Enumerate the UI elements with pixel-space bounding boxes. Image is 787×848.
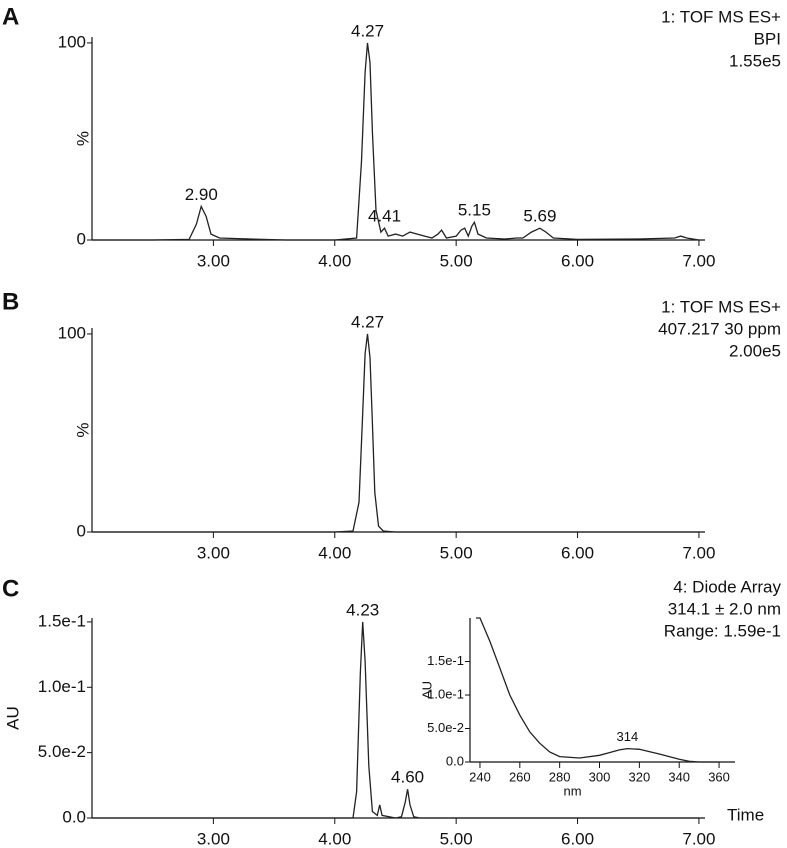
x-axis-label: nm	[563, 783, 581, 798]
peak-label: 2.90	[185, 185, 218, 204]
peak-label: 5.69	[523, 207, 556, 226]
x-tick-label: 7.00	[682, 251, 715, 270]
y-tick-label: 0	[77, 521, 86, 540]
x-tick-label: 300	[589, 769, 611, 784]
y-tick-label: 5.0e-2	[427, 720, 464, 735]
x-tick-label: 5.00	[440, 543, 473, 562]
x-tick-label: 240	[469, 769, 491, 784]
header-line: 407.217 30 ppm	[658, 319, 781, 338]
y-tick-label: 1.0e-1	[427, 686, 464, 701]
x-tick-label: 3.00	[197, 829, 230, 848]
trace	[92, 42, 700, 241]
y-tick-label: 0.0	[446, 753, 464, 768]
header-line: BPI	[754, 29, 781, 48]
peak-label: 4.41	[368, 207, 401, 226]
y-axis-label: AU	[3, 706, 22, 730]
x-tick-label: 6.00	[561, 543, 594, 562]
peak-label: 4.60	[391, 768, 424, 787]
x-axis-label: Time	[727, 805, 764, 824]
header-line: 1: TOF MS ES+	[661, 297, 781, 316]
x-tick-label: 6.00	[561, 829, 594, 848]
peak-label: 4.27	[351, 312, 384, 331]
trace	[476, 617, 720, 763]
panel-letter: A	[2, 3, 19, 30]
x-tick-label: 4.00	[318, 829, 351, 848]
y-tick-label: 0	[77, 229, 86, 248]
trace	[92, 621, 699, 819]
x-tick-label: 4.00	[318, 251, 351, 270]
x-tick-label: 7.00	[682, 543, 715, 562]
x-tick-label: 7.00	[682, 829, 715, 848]
x-tick-label: 5.00	[440, 829, 473, 848]
header-line: Range: 1.59e-1	[664, 621, 781, 640]
header-line: 314.1 ± 2.0 nm	[668, 599, 781, 618]
y-tick-label: 5.0e-2	[38, 742, 86, 761]
x-tick-label: 3.00	[197, 543, 230, 562]
y-tick-label: 100	[58, 323, 86, 342]
peak-label: 4.27	[351, 21, 384, 40]
x-tick-label: 3.00	[197, 251, 230, 270]
header-line: 1: TOF MS ES+	[661, 7, 781, 26]
x-tick-label: 6.00	[561, 251, 594, 270]
y-axis-label: %	[73, 131, 92, 146]
x-tick-label: 340	[668, 769, 690, 784]
x-tick-label: 5.00	[440, 251, 473, 270]
y-tick-label: 0.0	[62, 807, 86, 826]
panel-letter: B	[2, 288, 19, 315]
y-tick-label: 100	[58, 32, 86, 51]
y-tick-label: 1.5e-1	[38, 611, 86, 630]
y-tick-label: 1.0e-1	[38, 677, 86, 696]
header-line: 2.00e5	[729, 341, 781, 360]
y-axis-label: %	[73, 422, 92, 437]
peak-label: 5.15	[458, 201, 491, 220]
panel-letter: C	[2, 575, 19, 602]
peak-label: 4.23	[346, 600, 379, 619]
y-axis-label: AU	[419, 681, 434, 699]
y-tick-label: 1.5e-1	[427, 653, 464, 668]
x-tick-label: 260	[509, 769, 531, 784]
header-line: 4: Diode Array	[673, 577, 781, 596]
x-tick-label: 320	[629, 769, 651, 784]
x-tick-label: 360	[708, 769, 730, 784]
x-tick-label: 280	[549, 769, 571, 784]
x-tick-label: 4.00	[318, 543, 351, 562]
trace	[92, 333, 699, 533]
header-line: 1.55e5	[729, 51, 781, 70]
peak-label: 314	[617, 729, 639, 744]
